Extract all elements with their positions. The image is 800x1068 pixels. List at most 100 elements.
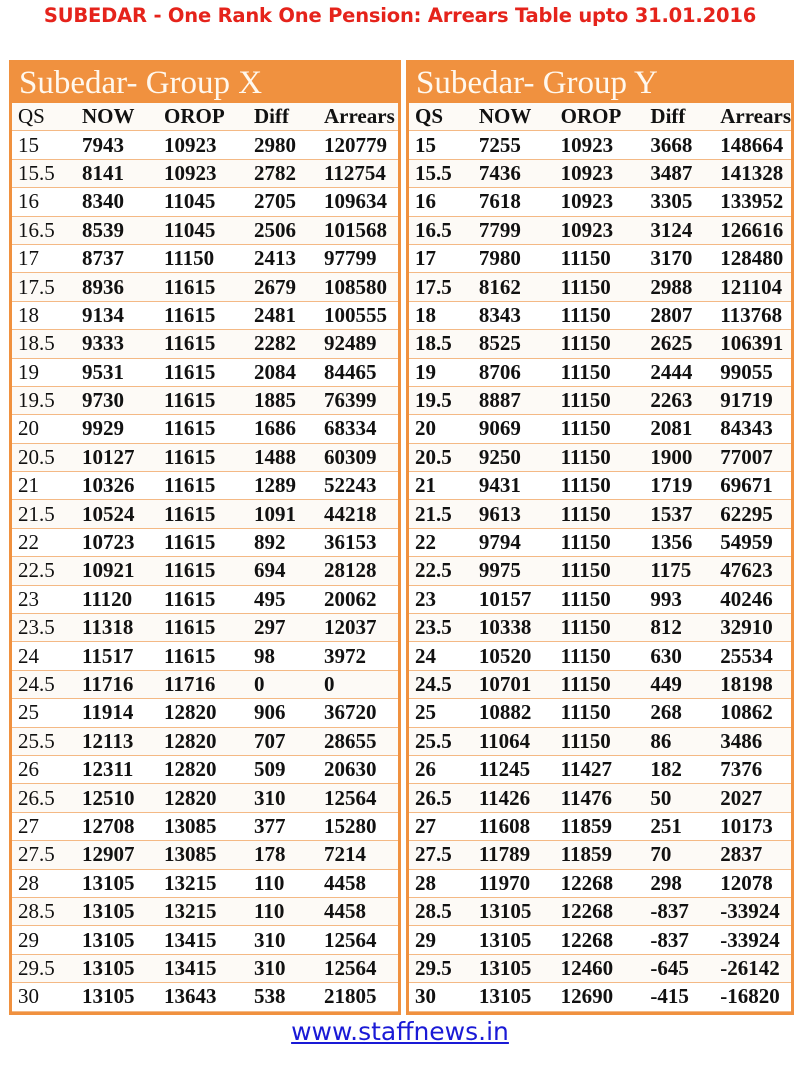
cell-arrears: 120779 xyxy=(318,130,398,160)
cell-qs: 25 xyxy=(409,698,473,728)
cell-diff: 538 xyxy=(248,982,318,1012)
cell-orop: 10923 xyxy=(554,187,645,217)
table-row: 28.5 13105 13215 110 4458 xyxy=(12,897,398,927)
cell-now: 13105 xyxy=(76,869,158,898)
cell-arrears: 3972 xyxy=(318,641,398,671)
cell-diff: 2705 xyxy=(248,187,318,217)
cell-qs: 18 xyxy=(12,301,76,331)
website-link[interactable]: www.staffnews.in xyxy=(291,1017,509,1046)
cell-now: 10338 xyxy=(472,613,555,643)
cell-now: 13105 xyxy=(472,954,555,984)
table-row: 29 13105 12268 -837 -33924 xyxy=(409,925,791,955)
cell-diff: 1900 xyxy=(644,443,715,473)
cell-orop: 11615 xyxy=(158,528,248,558)
cell-diff: 1537 xyxy=(644,499,715,529)
cell-orop: 13215 xyxy=(158,869,248,898)
cell-diff: 2506 xyxy=(248,216,318,245)
cell-diff: 70 xyxy=(644,840,715,870)
cell-diff: 110 xyxy=(248,897,318,927)
cell-qs: 15 xyxy=(12,130,76,160)
cell-now: 13105 xyxy=(76,982,158,1012)
cell-qs: 24.5 xyxy=(409,670,473,700)
table-row: 21.5 9613 11150 1537 62295 xyxy=(409,499,791,529)
table-row: 20.5 9250 11150 1900 77007 xyxy=(409,443,791,473)
cell-now: 10326 xyxy=(76,471,158,501)
group-x-table: QS NOW OROP Diff Arrears 15 7943 10923 2980 12077… xyxy=(12,103,398,1012)
cell-arrears: 12564 xyxy=(318,783,398,813)
cell-qs: 24 xyxy=(12,641,76,671)
cell-now: 10524 xyxy=(76,499,158,529)
cell-diff: 812 xyxy=(644,613,715,643)
cell-arrears: 2837 xyxy=(714,840,791,870)
cell-orop: 12268 xyxy=(554,925,645,955)
table-row: 27 12708 13085 377 15280 xyxy=(12,812,398,842)
cell-orop: 12820 xyxy=(158,727,248,756)
cell-now: 10157 xyxy=(472,585,555,615)
cell-qs: 20 xyxy=(12,414,76,444)
table-row: 28 13105 13215 110 4458 xyxy=(12,869,398,898)
cell-diff: 495 xyxy=(248,585,318,615)
cell-arrears: 108580 xyxy=(318,272,398,302)
cell-orop: 11150 xyxy=(554,670,645,700)
cell-diff: 3124 xyxy=(644,216,715,245)
cell-arrears: 44218 xyxy=(318,499,398,529)
table-row: 20 9929 11615 1686 68334 xyxy=(12,414,398,444)
cell-qs: 15.5 xyxy=(409,159,473,189)
table-row: 16.5 7799 10923 3124 126616 xyxy=(409,216,791,245)
column-header-arrears: Arrears xyxy=(714,103,791,132)
cell-arrears: 69671 xyxy=(714,471,791,501)
cell-arrears: 77007 xyxy=(714,443,791,473)
cell-orop: 12690 xyxy=(554,982,645,1012)
cell-arrears: 91719 xyxy=(714,386,791,416)
cell-orop: 12820 xyxy=(158,783,248,813)
table-row: 28 11970 12268 298 12078 xyxy=(409,869,791,898)
cell-orop: 10923 xyxy=(158,130,248,160)
cell-qs: 24 xyxy=(409,641,473,671)
cell-diff: 2084 xyxy=(248,358,318,387)
cell-orop: 13415 xyxy=(158,954,248,984)
cell-qs: 22.5 xyxy=(12,556,76,586)
cell-qs: 20.5 xyxy=(409,443,473,473)
cell-arrears: -16820 xyxy=(714,982,791,1012)
cell-orop: 11045 xyxy=(158,187,248,217)
cell-qs: 23 xyxy=(409,585,473,615)
cell-qs: 29.5 xyxy=(12,954,76,984)
cell-diff: -415 xyxy=(644,982,715,1012)
cell-orop: 11150 xyxy=(554,613,645,643)
cell-qs: 18.5 xyxy=(409,329,473,359)
cell-now: 13105 xyxy=(76,897,158,927)
cell-arrears: 76399 xyxy=(318,386,398,416)
table-row: 17.5 8162 11150 2988 121104 xyxy=(409,272,791,302)
cell-diff: 377 xyxy=(248,812,318,842)
cell-now: 9613 xyxy=(472,499,555,529)
column-header-arrears: Arrears xyxy=(318,103,398,132)
cell-now: 9794 xyxy=(472,528,555,558)
cell-diff: 993 xyxy=(644,585,715,615)
cell-arrears: 148664 xyxy=(714,130,791,160)
cell-orop: 11150 xyxy=(554,585,645,615)
cell-arrears: 15280 xyxy=(318,812,398,842)
cell-now: 13105 xyxy=(472,925,555,955)
cell-qs: 23.5 xyxy=(409,613,473,643)
table-row: 17 7980 11150 3170 128480 xyxy=(409,244,791,274)
table-row: 19 8706 11150 2444 99055 xyxy=(409,358,791,387)
cell-orop: 10923 xyxy=(554,159,645,189)
cell-now: 9069 xyxy=(472,414,555,444)
table-row: 23.5 11318 11615 297 12037 xyxy=(12,613,398,643)
cell-now: 11318 xyxy=(76,613,158,643)
cell-now: 11064 xyxy=(472,727,555,756)
group-y-panel: Subedar- Group Y QS NOW OROP Diff Arrears 15 7… xyxy=(406,60,794,1015)
cell-qs: 22.5 xyxy=(409,556,473,586)
cell-diff: -837 xyxy=(644,925,715,955)
cell-qs: 26 xyxy=(12,755,76,785)
cell-orop: 13643 xyxy=(158,982,248,1012)
cell-qs: 18 xyxy=(409,301,473,331)
cell-now: 11970 xyxy=(472,869,555,898)
cell-diff: -645 xyxy=(644,954,715,984)
cell-arrears: 99055 xyxy=(714,358,791,387)
cell-orop: 11615 xyxy=(158,386,248,416)
table-row: 16 8340 11045 2705 109634 xyxy=(12,187,398,217)
cell-now: 11120 xyxy=(76,585,158,615)
cell-orop: 11150 xyxy=(158,244,248,274)
table-row: 26.5 11426 11476 50 2027 xyxy=(409,783,791,813)
